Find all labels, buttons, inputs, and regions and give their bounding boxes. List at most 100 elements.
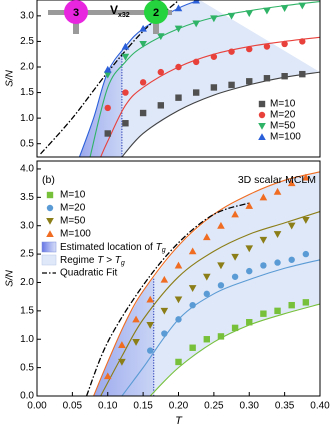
regime-shade <box>79 0 320 157</box>
data-point <box>203 336 210 343</box>
data-point <box>192 89 200 96</box>
legend-label: M=20 <box>60 203 86 214</box>
data-point <box>231 273 239 280</box>
x-tick-label: 0.05 <box>63 401 83 412</box>
legend-label: M=100 <box>270 132 301 143</box>
data-point <box>104 104 111 112</box>
data-point <box>103 372 112 380</box>
data-point <box>118 358 126 366</box>
fit-line <box>93 171 320 396</box>
data-point <box>302 216 310 224</box>
legend-marker <box>46 217 54 225</box>
data-point <box>203 290 210 298</box>
data-point <box>260 310 267 317</box>
data-point <box>228 81 235 89</box>
data-point <box>246 267 253 275</box>
data-point <box>287 222 296 230</box>
fit-line <box>100 210 320 396</box>
x-axis-label: T <box>175 415 183 427</box>
data-point <box>263 75 271 82</box>
inset-site <box>144 0 168 24</box>
inset-site <box>64 0 88 24</box>
data-point <box>302 250 310 258</box>
inset-stem <box>73 20 79 34</box>
data-point <box>188 285 197 292</box>
data-point <box>189 344 196 351</box>
data-point <box>175 63 182 71</box>
data-point <box>189 301 196 309</box>
y-tick-label: 0.5 <box>20 138 34 149</box>
legend-label: M=20 <box>270 110 296 121</box>
data-point <box>231 253 239 261</box>
y-tick-label: 1.5 <box>20 305 34 316</box>
legend-marker <box>46 191 54 199</box>
data-point <box>160 275 169 283</box>
data-point <box>121 42 130 50</box>
data-point <box>122 120 129 127</box>
data-point <box>231 210 239 218</box>
data-point <box>139 109 147 117</box>
x-tick-label: 0.20 <box>169 401 189 412</box>
y-tick-label: 0.5 <box>20 362 34 373</box>
y-tick-label: 0.0 <box>20 391 34 402</box>
inset-stem <box>153 20 159 34</box>
data-point <box>288 301 295 309</box>
data-point <box>157 33 165 41</box>
data-point <box>118 341 126 348</box>
data-point <box>147 347 154 354</box>
x-tick-label: 0.15 <box>133 401 153 412</box>
data-point <box>139 40 147 48</box>
data-point <box>174 261 183 269</box>
y-tick-label: 1.5 <box>20 87 34 98</box>
data-point <box>192 0 200 4</box>
y-tick-label: 3.0 <box>20 220 34 231</box>
legend-marker <box>258 100 266 108</box>
y-tick-label: 2.0 <box>20 277 34 288</box>
data-point <box>246 78 253 85</box>
data-point <box>263 43 271 50</box>
data-point <box>157 102 165 109</box>
legend-label: M=10 <box>270 99 296 110</box>
inset-operator: Vx32 <box>110 3 130 19</box>
data-point <box>302 173 310 181</box>
data-point <box>259 236 268 244</box>
data-point <box>174 4 183 12</box>
data-point <box>246 319 253 326</box>
legend-swatch <box>41 241 57 253</box>
data-point <box>273 231 282 239</box>
data-point <box>188 247 197 255</box>
data-point <box>298 2 307 10</box>
data-point <box>263 7 271 15</box>
data-point <box>103 65 112 73</box>
data-point <box>121 53 130 61</box>
data-point <box>217 333 225 340</box>
fit-line <box>121 259 320 396</box>
legend-marker <box>46 230 54 238</box>
legend-label: M=50 <box>60 216 86 227</box>
data-point <box>175 316 182 323</box>
annotation: 3D scalar MCLM <box>238 174 316 186</box>
data-point <box>245 202 254 209</box>
data-point <box>280 5 289 12</box>
data-point <box>299 70 306 78</box>
y-tick-label: 1.0 <box>20 334 34 345</box>
data-point <box>260 262 267 269</box>
data-point <box>217 262 225 270</box>
x-tick-label: 0.25 <box>204 401 224 412</box>
data-point <box>231 324 239 332</box>
data-point <box>175 358 182 366</box>
x-tick-label: 0.30 <box>240 401 260 412</box>
data-point <box>175 94 182 101</box>
data-point <box>103 71 112 79</box>
data-point <box>203 273 211 281</box>
data-point <box>160 307 169 315</box>
y-tick-label: 4.0 <box>20 164 34 175</box>
x-tick-label: 0.35 <box>275 401 295 412</box>
data-point <box>217 282 225 289</box>
data-point <box>281 40 288 48</box>
data-point <box>203 233 211 241</box>
legend-label: M=10 <box>60 190 86 201</box>
y-tick-label: 1.0 <box>20 113 34 124</box>
data-point <box>210 84 218 91</box>
